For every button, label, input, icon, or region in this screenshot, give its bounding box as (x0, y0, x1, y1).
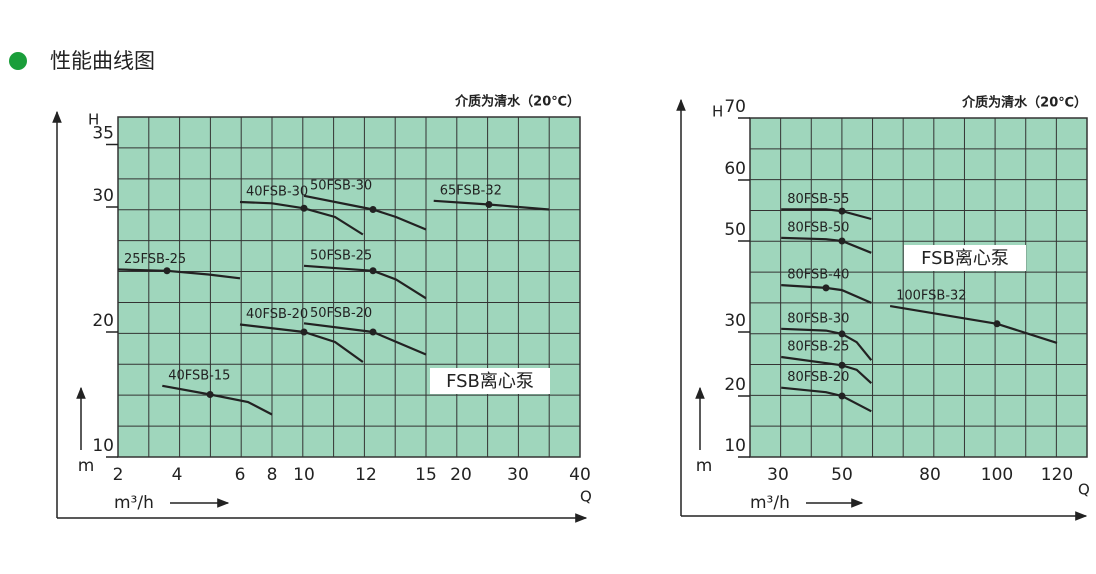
plot-area (117, 116, 581, 458)
curve-label: 80FSB-30 (787, 311, 849, 326)
curve (303, 264, 427, 300)
x-axis-label: Q (1078, 481, 1090, 499)
plot-area (749, 117, 1088, 458)
y-tick-label: 60 (724, 159, 746, 179)
x-unit: m³/h (750, 493, 790, 513)
rated-point (993, 320, 1001, 328)
x-tick-label: 80 (919, 465, 941, 485)
curve (303, 194, 427, 231)
medium-note: 介质为清水（20℃） (454, 94, 580, 110)
rated-point (485, 201, 493, 208)
bullet (9, 52, 27, 70)
rated-point (822, 284, 830, 292)
y-tick-label: 70 (724, 97, 746, 117)
rated-point (369, 206, 377, 213)
curve-label: 25FSB-25 (124, 252, 186, 267)
x-tick-label: 2 (113, 465, 124, 485)
y-tick-label: 35 (92, 124, 114, 144)
y-axis-label: H (88, 111, 99, 129)
curve (781, 386, 872, 413)
y-tick-label: 20 (724, 375, 746, 395)
x-tick-label: 30 (507, 465, 529, 485)
rated-point (838, 361, 846, 369)
annotation-box (904, 245, 1026, 271)
medium-note: 介质为清水（20℃） (961, 95, 1087, 111)
x-tick-label: 100 (981, 465, 1013, 485)
curve-label: 80FSB-55 (787, 192, 849, 207)
x-tick-label: 10 (293, 465, 315, 485)
y-unit: m (696, 456, 713, 476)
annotation-box (430, 368, 550, 394)
y-tick-label: 30 (92, 186, 114, 206)
curve-label: 80FSB-25 (787, 339, 849, 354)
rated-point (300, 204, 308, 212)
rated-point (838, 237, 846, 245)
curve (162, 384, 273, 416)
y-tick-label: 20 (92, 311, 114, 331)
annotation: FSB离心泵 (921, 248, 1009, 269)
y-tick-label: 50 (724, 220, 746, 240)
curve (781, 355, 873, 385)
curve (781, 208, 872, 221)
x-tick-label: 12 (355, 465, 377, 485)
curve (239, 323, 364, 363)
y-tick-label: 30 (724, 311, 746, 331)
curve-label: 50FSB-30 (310, 178, 372, 193)
rated-point (838, 392, 846, 400)
curve-label: 40FSB-15 (168, 368, 230, 383)
rated-point (838, 207, 846, 215)
x-tick-label: 120 (1041, 465, 1073, 485)
x-tick-label: 4 (172, 465, 183, 485)
x-tick-label: 40 (569, 465, 591, 485)
y-axis-label: H (712, 103, 723, 121)
curve-label: 65FSB-32 (440, 183, 502, 198)
rated-point (838, 330, 846, 338)
curve-label: 100FSB-32 (896, 289, 966, 304)
rated-point (369, 267, 377, 275)
curve-label: 40FSB-30 (246, 185, 308, 200)
curve-label: 40FSB-20 (246, 307, 308, 322)
curve-label: 80FSB-50 (787, 220, 849, 235)
x-unit: m³/h (114, 493, 154, 513)
annotation: FSB离心泵 (446, 371, 534, 392)
curve (117, 268, 241, 280)
y-tick-label: 10 (724, 436, 746, 456)
curve-label: 80FSB-40 (787, 268, 849, 283)
curve-label: 80FSB-20 (787, 370, 849, 385)
x-tick-label: 6 (235, 465, 246, 485)
rated-point (300, 328, 308, 336)
rated-point (369, 328, 377, 336)
x-axis-label: Q (580, 488, 592, 506)
x-tick-label: 8 (267, 465, 278, 485)
curve (781, 236, 872, 254)
curve (781, 284, 872, 304)
y-tick-label: 10 (92, 436, 114, 456)
rated-point (206, 391, 214, 398)
curve-label: 50FSB-25 (310, 248, 372, 263)
rated-point (163, 267, 171, 275)
x-tick-label: 30 (767, 465, 789, 485)
curve-label: 50FSB-20 (310, 306, 372, 321)
y-unit: m (78, 456, 95, 476)
section-title: 性能曲线图 (50, 49, 155, 73)
x-tick-label: 20 (450, 465, 472, 485)
x-tick-label: 15 (415, 465, 437, 485)
x-tick-label: 50 (831, 465, 853, 485)
